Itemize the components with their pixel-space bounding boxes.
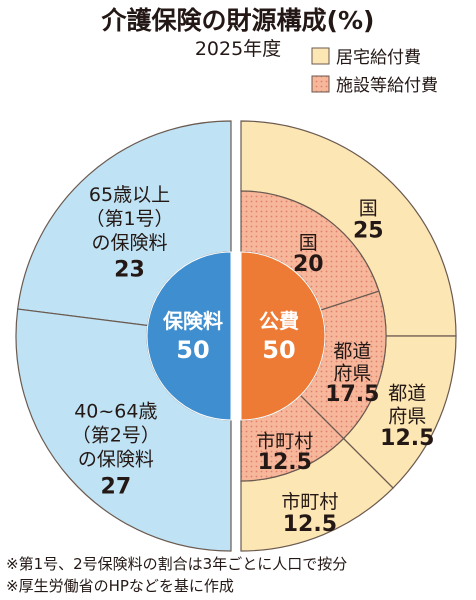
insurance-2-label-1: 40~64歳 — [74, 401, 157, 423]
center-insurance-value: 50 — [176, 336, 209, 364]
home-care-3-value: 12.5 — [283, 512, 337, 537]
insurance-2-value: 27 — [101, 474, 132, 499]
center-public-half — [240, 251, 326, 421]
legend-label-home: 居宅給付費 — [336, 48, 421, 68]
home-care-3-label-1: 市町村 — [281, 491, 338, 513]
facility-care-3-value: 12.5 — [258, 450, 312, 475]
insurance-2-label-2: （第2号） — [72, 425, 160, 447]
home-care-2-value: 12.5 — [380, 426, 434, 451]
facility-care-2-label-2: 府県 — [333, 362, 371, 384]
chart-subtitle: 2025年度 — [195, 38, 281, 60]
home-care-2-label-1: 都道 — [388, 382, 426, 404]
insurance-1-label-3: の保険料 — [91, 232, 167, 254]
legend-swatch-home — [311, 47, 330, 65]
center-public-value: 50 — [262, 336, 295, 364]
footnote-1: ※第1号、2号保険料の割合は3年ごとに人口で按分 — [6, 555, 347, 573]
center-public-label: 公費 — [259, 309, 299, 333]
facility-care-1-value: 20 — [293, 252, 324, 277]
insurance-1-label-2: （第1号） — [85, 208, 173, 230]
insurance-1-label-1: 65歳以上 — [89, 184, 170, 206]
home-care-2-label-2: 府県 — [388, 405, 426, 427]
facility-care-1-label-1: 国 — [299, 232, 318, 254]
center-insurance-half — [146, 251, 232, 421]
legend-swatch-facility — [311, 75, 330, 93]
home-care-1-value: 25 — [353, 218, 384, 243]
home-care-1-label-1: 国 — [359, 198, 378, 220]
facility-care-3-label-1: 市町村 — [256, 430, 313, 452]
footnote-2: ※厚生労働省のHPなどを基に作成 — [6, 577, 234, 595]
chart-title: 介護保険の財源構成(%) — [101, 6, 375, 35]
center-insurance-label: 保険料 — [162, 309, 223, 333]
facility-care-2-label-1: 都道 — [333, 340, 371, 362]
insurance-1-value: 23 — [114, 258, 145, 283]
insurance-2-label-3: の保険料 — [78, 449, 154, 471]
facility-care-2-value: 17.5 — [325, 382, 379, 407]
legend-label-facility: 施設等給付費 — [336, 76, 438, 96]
